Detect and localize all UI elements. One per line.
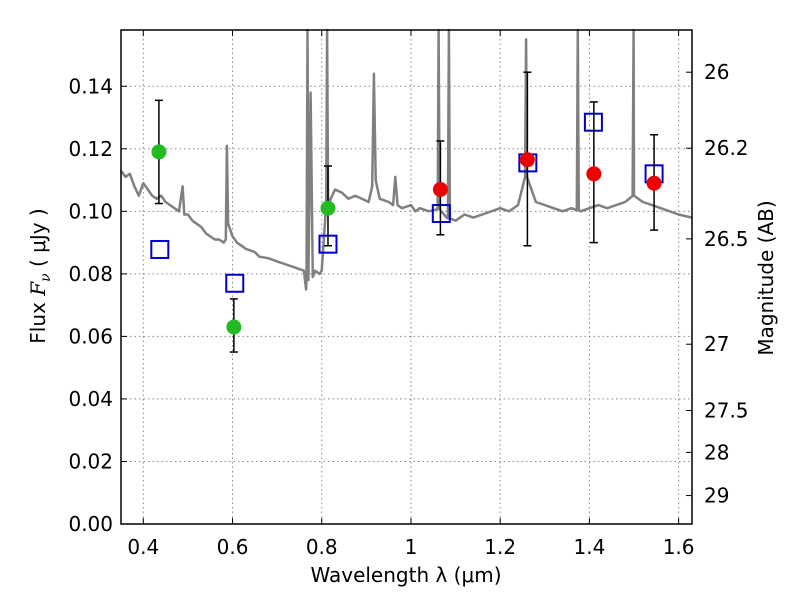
x-tick-label: 1.4 [573, 535, 605, 559]
model-point [225, 273, 245, 293]
x-tick-label: 1.6 [663, 535, 695, 559]
observed-point-red [432, 181, 448, 197]
y-tick-label: 0.10 [68, 199, 113, 223]
observed-point-red [586, 166, 602, 182]
y-tick-label: 0.00 [68, 512, 113, 536]
observed-point-red [519, 152, 535, 168]
plot-frame [120, 29, 693, 525]
mag-tick-label: 26.2 [704, 136, 749, 160]
x-tick-label: 1 [405, 535, 418, 559]
y-axis-label-left: Flux Fν ( μJy ) [26, 208, 54, 343]
mag-tick-label: 26 [704, 60, 729, 84]
grid [121, 30, 692, 524]
mag-tick-label: 27.5 [704, 399, 749, 423]
y-axis-label-right: Magnitude (AB) [754, 200, 778, 355]
y-tick-label: 0.04 [68, 387, 113, 411]
mag-tick-label: 28 [704, 440, 729, 464]
model-point [431, 204, 451, 224]
model-point [150, 239, 170, 259]
x-tick-label: 1.2 [484, 535, 516, 559]
mag-tick-label: 27 [704, 332, 729, 356]
y-label-suffix: ( μJy ) [26, 208, 50, 273]
observed-point-green [151, 144, 167, 160]
y-label-subscript: ν [38, 273, 54, 282]
y-label-symbol: F [26, 281, 50, 297]
y-tick-label: 0.06 [68, 324, 113, 348]
x-tick-label: 0.6 [217, 535, 249, 559]
y-tick-label: 0.14 [68, 74, 113, 98]
y-tick-label: 0.12 [68, 137, 113, 161]
mag-tick-label: 29 [704, 484, 729, 508]
plot-area [119, 28, 693, 353]
y-tick-label: 0.02 [68, 449, 113, 473]
x-tick-label: 0.4 [127, 535, 159, 559]
x-tick-label: 0.8 [306, 535, 338, 559]
observed-point-red [646, 175, 662, 191]
observed-point-green [226, 319, 242, 335]
y-label-prefix: Flux [26, 296, 50, 344]
mag-tick-label: 26.5 [704, 227, 749, 251]
x-axis-label: Wavelength λ (μm) [310, 563, 501, 587]
observed-point-green [320, 200, 336, 216]
sed-curve [119, 28, 693, 291]
axis-ticks: 0.4 0.6 0.8 1 1.2 1.4 1.6 0.00 0.02 0.04 0.06 0.08 0… [68, 30, 749, 559]
y-tick-label: 0.08 [68, 262, 113, 286]
